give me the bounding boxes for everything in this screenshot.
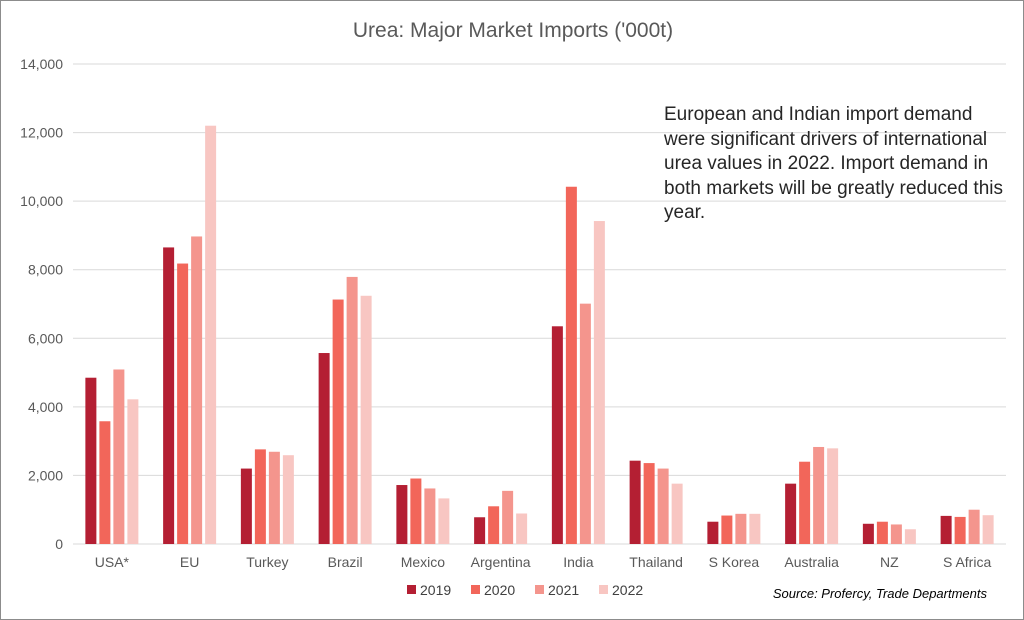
- bar-usa-2019: [85, 377, 97, 544]
- y-axis-ticks: 0 2,000 4,000 6,000 8,000 10,000 12,000 14,000: [20, 56, 63, 552]
- y-tick-label: 2,000: [28, 467, 63, 483]
- x-tick-label: Brazil: [328, 554, 363, 570]
- legend-swatch-2020: [471, 585, 480, 594]
- bar-turkey-2022: [282, 455, 294, 544]
- x-tick-label: Mexico: [401, 554, 446, 570]
- bar-brazil-2019: [318, 353, 330, 544]
- gridlines: [73, 63, 1006, 545]
- legend-swatch-2022: [599, 585, 608, 594]
- bar-mexico-2020: [410, 478, 422, 544]
- bar-usa-2020: [99, 421, 111, 544]
- bar-nz-2019: [862, 523, 874, 544]
- bar-s-korea-2019: [707, 521, 719, 544]
- bar-turkey-2021: [268, 451, 280, 544]
- bar-s-africa-2019: [940, 515, 952, 544]
- bar-turkey-2020: [254, 449, 266, 544]
- bar-thailand-2021: [657, 468, 669, 544]
- x-tick-label: USA*: [95, 554, 130, 570]
- bar-india-2019: [551, 326, 563, 544]
- bar-india-2022: [593, 221, 605, 544]
- bar-nz-2022: [904, 529, 916, 544]
- bar-australia-2022: [827, 448, 839, 544]
- x-tick-label: EU: [180, 554, 199, 570]
- legend-label-2022: 2022: [612, 582, 643, 598]
- bar-brazil-2022: [360, 295, 372, 544]
- bar-eu-2021: [191, 236, 203, 544]
- bar-usa-2021: [113, 369, 125, 544]
- bar-usa-2022: [127, 399, 139, 544]
- bar-eu-2020: [177, 263, 189, 544]
- bar-argentina-2020: [488, 506, 500, 544]
- bar-mexico-2021: [424, 488, 436, 544]
- bar-thailand-2019: [629, 460, 641, 544]
- bar-nz-2020: [876, 521, 888, 544]
- bar-mexico-2022: [438, 498, 450, 544]
- legend-label-2020: 2020: [484, 582, 515, 598]
- x-tick-label: India: [563, 554, 594, 570]
- legend: 2019 2020 2021 2022: [407, 582, 643, 598]
- bar-brazil-2020: [332, 299, 344, 544]
- x-tick-label: S Africa: [943, 554, 991, 570]
- bar-thailand-2022: [671, 483, 683, 544]
- x-tick-label: Thailand: [629, 554, 683, 570]
- legend-label-2019: 2019: [420, 582, 451, 598]
- bar-australia-2019: [785, 483, 797, 544]
- y-tick-label: 0: [55, 536, 63, 552]
- bar-argentina-2019: [474, 517, 486, 544]
- bar-s-africa-2022: [982, 515, 994, 544]
- bar-india-2020: [565, 186, 577, 544]
- x-tick-label: Turkey: [246, 554, 288, 570]
- y-tick-label: 12,000: [20, 125, 63, 141]
- legend-swatch-2019: [407, 585, 416, 594]
- bar-argentina-2021: [502, 490, 514, 544]
- bar-nz-2021: [890, 524, 902, 544]
- bar-s-korea-2021: [735, 513, 747, 544]
- bars: [85, 125, 994, 544]
- legend-swatch-2021: [535, 585, 544, 594]
- bar-s-africa-2021: [968, 509, 980, 544]
- y-tick-label: 8,000: [28, 262, 63, 278]
- bar-s-korea-2022: [749, 513, 761, 544]
- y-tick-label: 6,000: [28, 330, 63, 346]
- y-tick-label: 10,000: [20, 193, 63, 209]
- bar-australia-2020: [799, 461, 811, 544]
- bar-india-2021: [579, 303, 591, 544]
- bar-argentina-2022: [516, 513, 528, 544]
- annotation-text: European and Indian import demand were s…: [664, 104, 1003, 223]
- bar-s-korea-2020: [721, 515, 733, 544]
- bar-thailand-2020: [643, 463, 655, 544]
- legend-label-2021: 2021: [548, 582, 579, 598]
- x-axis-labels: USA* EU Turkey Brazil Mexico Argentina India Th…: [95, 554, 992, 570]
- bar-mexico-2019: [396, 485, 408, 544]
- bar-australia-2021: [813, 446, 825, 544]
- y-tick-label: 4,000: [28, 399, 63, 415]
- x-tick-label: Argentina: [471, 554, 531, 570]
- chart-title: Urea: Major Market Imports ('000t): [353, 19, 673, 42]
- bar-turkey-2019: [240, 468, 252, 544]
- y-tick-label: 14,000: [20, 56, 63, 72]
- source-note: Source: Profercy, Trade Departments: [773, 586, 988, 601]
- bar-brazil-2021: [346, 276, 358, 544]
- x-tick-label: Australia: [784, 554, 839, 570]
- x-tick-label: S Korea: [709, 554, 760, 570]
- bar-eu-2019: [163, 247, 175, 544]
- x-tick-label: NZ: [880, 554, 899, 570]
- bar-eu-2022: [205, 125, 217, 544]
- bar-s-africa-2020: [954, 516, 966, 544]
